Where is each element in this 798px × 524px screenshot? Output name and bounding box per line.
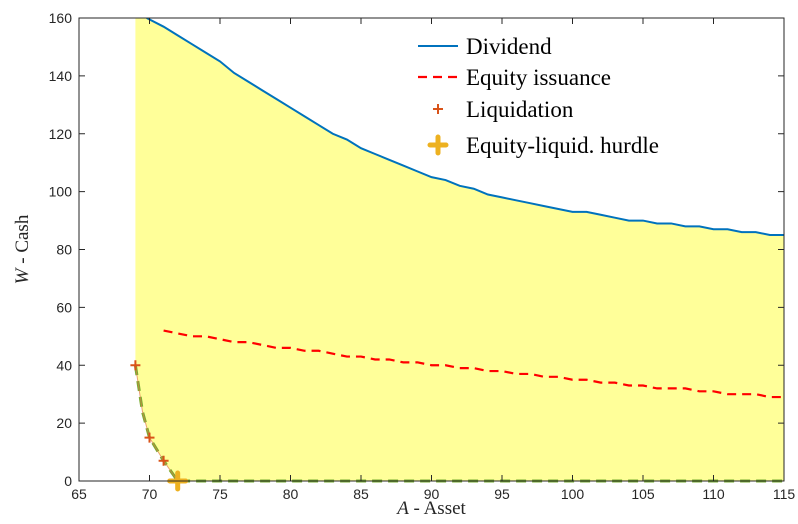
legend-label: Equity issuance [466,65,611,90]
series-dividend-line [146,18,784,237]
liquidation-marker [130,360,141,371]
liquidation-marker [158,455,169,466]
y-axis-title: W - Cash [12,214,33,284]
legend-label: Dividend [466,34,552,59]
y-tick-label: 80 [56,242,72,258]
x-axis-title-text: - Asset [409,498,467,519]
y-tick-label: 100 [49,184,73,200]
x-tick-label: 85 [353,486,369,502]
x-axis-title-var: A [395,498,409,519]
legend-label: Equity-liquid. hurdle [466,133,659,158]
legend-hurdle-swatch [427,134,449,156]
x-tick-label: 80 [283,486,299,502]
x-tick-label: 100 [561,486,585,502]
axes: 65 70 75 80 85 90 95 100 105 110 115 0 20 40 60 80 100 12… [12,10,795,519]
y-tick-label: 140 [49,68,73,84]
x-tick-label: 70 [142,486,158,502]
legend-liquidation-swatch [433,104,443,114]
region-fill [135,18,784,481]
x-axis-title: A - Asset [395,498,466,519]
y-tick-label: 20 [56,415,72,431]
x-tick-label: 105 [631,486,655,502]
y-tick-label: 40 [56,357,72,373]
plot-area [79,18,784,492]
legend-label: Liquidation [466,97,574,122]
y-tick-label: 60 [56,299,72,315]
liquidation-marker [144,432,155,443]
y-axis-title-var: W [12,266,33,284]
y-axis-title-text: - Cash [12,214,33,268]
y-tick-label: 120 [49,126,73,142]
y-tick-label: 0 [64,473,72,489]
x-tick-label: 95 [494,486,510,502]
x-tick-label: 110 [702,486,725,502]
x-tick-label: 90 [424,486,440,502]
legend: Dividend Equity issuance Liquidation Equity… [418,34,659,158]
x-tick-label: 75 [212,486,228,502]
x-tick-label: 65 [71,486,87,502]
y-tick-label: 160 [49,10,73,26]
x-tick-label: 115 [773,486,796,502]
